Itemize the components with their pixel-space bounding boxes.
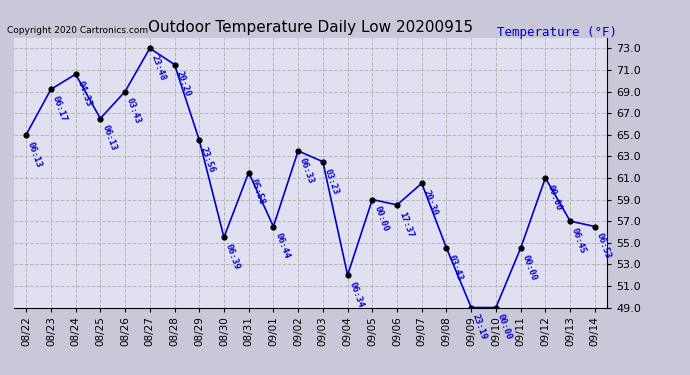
Point (491, 304, 502, 310)
Point (46, 86, 57, 92)
Point (515, 245, 526, 251)
Point (391, 202, 402, 208)
Point (219, 234, 230, 240)
Text: 06:34: 06:34 (348, 280, 365, 309)
Text: 00:00: 00:00 (372, 205, 390, 233)
Text: 23:19: 23:19 (471, 313, 489, 341)
Point (564, 218, 575, 224)
Text: Temperature (°F): Temperature (°F) (497, 26, 617, 39)
Text: 20:30: 20:30 (422, 189, 440, 217)
Text: 06:33: 06:33 (298, 156, 315, 185)
Text: 23:48: 23:48 (150, 54, 167, 82)
Text: 06:39: 06:39 (224, 243, 241, 271)
Text: 00:00: 00:00 (545, 183, 563, 212)
Text: 06:17: 06:17 (51, 95, 68, 123)
Text: 00:00: 00:00 (520, 254, 538, 282)
Text: 00:00: 00:00 (496, 313, 513, 341)
Point (342, 272, 353, 278)
Point (540, 175, 551, 181)
Text: 06:44: 06:44 (273, 232, 291, 260)
Point (589, 224, 600, 230)
Point (119, 88, 130, 94)
Point (416, 180, 427, 186)
Point (95, 116, 106, 122)
Point (317, 159, 328, 165)
Text: 17:37: 17:37 (397, 210, 415, 239)
Text: 03:43: 03:43 (446, 254, 464, 282)
Text: 06:45: 06:45 (570, 226, 588, 255)
Text: 04:33: 04:33 (75, 80, 93, 108)
Point (466, 304, 477, 310)
Point (169, 62, 180, 68)
Text: 06:53: 06:53 (595, 232, 612, 260)
Text: 05:58: 05:58 (248, 178, 266, 206)
Text: Copyright 2020 Cartronics.com: Copyright 2020 Cartronics.com (7, 26, 148, 35)
Point (144, 45, 155, 51)
Point (243, 170, 254, 176)
Title: Outdoor Temperature Daily Low 20200915: Outdoor Temperature Daily Low 20200915 (148, 20, 473, 35)
Point (367, 196, 378, 202)
Text: 03:23: 03:23 (323, 167, 340, 196)
Text: 20:20: 20:20 (175, 70, 192, 98)
Point (268, 224, 279, 230)
Text: 03:43: 03:43 (125, 97, 143, 125)
Point (441, 245, 452, 251)
Point (21, 132, 32, 138)
Point (293, 148, 304, 154)
Text: 23:56: 23:56 (199, 146, 217, 174)
Text: 06:13: 06:13 (26, 140, 43, 169)
Point (194, 137, 205, 143)
Point (70, 71, 81, 77)
Text: 06:13: 06:13 (100, 124, 118, 152)
